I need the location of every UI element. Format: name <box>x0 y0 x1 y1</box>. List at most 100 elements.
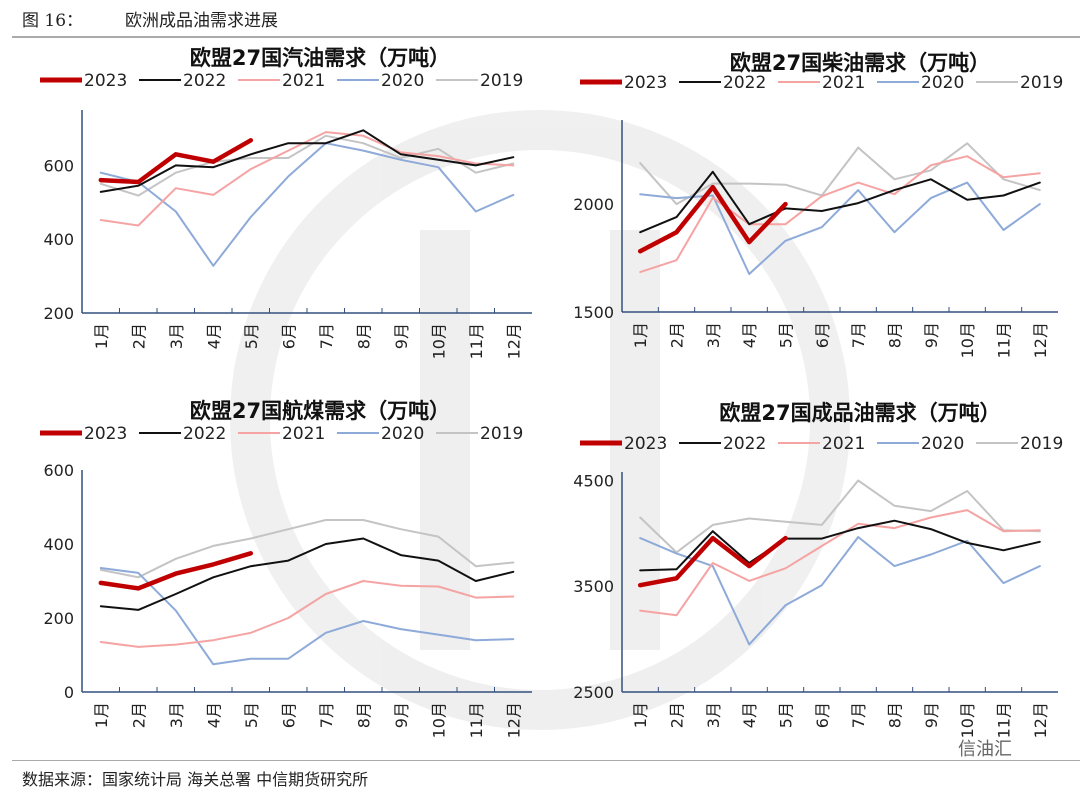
legend-label-2019: 2019 <box>1020 73 1063 93</box>
chart-4: 欧盟27国成品油需求（万吨） 2023 2022 2021 2020 2019 2500 35… <box>573 401 1063 738</box>
legend-label-2023: 2023 <box>624 434 667 454</box>
x-tick-label: 9月 <box>392 702 411 728</box>
legend-label-2020: 2020 <box>921 434 964 454</box>
x-tick-label: 2月 <box>129 702 148 728</box>
x-tick-label: 9月 <box>922 322 941 348</box>
chart-title: 欧盟27国航煤需求（万吨） <box>190 399 450 423</box>
series-line-2021 <box>639 509 1041 617</box>
series-line-2020 <box>99 142 515 267</box>
x-tick-label: 8月 <box>886 322 905 348</box>
x-tick-label: 6月 <box>813 702 832 728</box>
legend-label-2020: 2020 <box>921 73 964 93</box>
series-line-2019 <box>99 519 515 579</box>
x-tick-label: 4月 <box>204 702 223 728</box>
chart-title: 欧盟27国成品油需求（万吨） <box>719 401 1000 425</box>
y-tick-label: 1500 <box>573 303 614 322</box>
legend-label-2021: 2021 <box>822 434 865 454</box>
series-line-2022 <box>99 537 515 611</box>
x-tick-label: 5月 <box>242 323 261 349</box>
series-line-2023 <box>637 184 788 254</box>
figure-title: 欧洲成品油需求进展 <box>125 11 279 31</box>
series-line-2020 <box>639 181 1041 275</box>
series-line-2023 <box>637 535 788 588</box>
x-tick-label: 5月 <box>777 322 796 348</box>
legend-label-2022: 2022 <box>723 434 766 454</box>
legend-label-2020: 2020 <box>381 71 424 91</box>
x-tick-label: 1月 <box>92 702 111 728</box>
header-divider <box>12 36 1080 38</box>
y-tick-label: 200 <box>43 609 74 628</box>
legend-label-2021: 2021 <box>282 71 325 91</box>
y-tick-label: 600 <box>43 461 74 480</box>
legend-label-2022: 2022 <box>183 424 226 444</box>
legend-label-2022: 2022 <box>723 73 766 93</box>
x-tick-label: 4月 <box>740 322 759 348</box>
series-line-2022 <box>639 519 1041 572</box>
x-tick-label: 2月 <box>668 322 687 348</box>
y-tick-label: 600 <box>43 156 74 175</box>
y-tick-label: 2000 <box>573 195 614 214</box>
x-tick-label: 8月 <box>354 323 373 349</box>
x-tick-label: 3月 <box>167 323 186 349</box>
series-line-2021 <box>639 155 1041 274</box>
x-tick-label: 7月 <box>849 702 868 728</box>
x-tick-label: 7月 <box>849 322 868 348</box>
series-line-2019 <box>99 134 515 197</box>
x-tick-label: 5月 <box>777 702 796 728</box>
series-line-2021 <box>99 580 515 648</box>
series-line-2019 <box>639 479 1041 554</box>
legend-label-2023: 2023 <box>624 73 667 93</box>
x-tick-label: 12月 <box>504 323 523 359</box>
x-tick-label: 3月 <box>704 322 723 348</box>
chart-title: 欧盟27国汽油需求（万吨） <box>190 46 450 70</box>
x-tick-label: 3月 <box>167 702 186 728</box>
series-line-2021 <box>99 131 515 227</box>
chart-title: 欧盟27国柴油需求（万吨） <box>730 51 990 75</box>
chart-3: 欧盟27国航煤需求（万吨） 2023 2022 2021 2020 2019 0 200 400… <box>40 399 532 738</box>
y-tick-label: 4500 <box>573 471 614 490</box>
chart-2: 欧盟27国柴油需求（万吨） 2023 2022 2021 2020 2019 1500 200… <box>573 51 1063 358</box>
y-tick-label: 200 <box>43 304 74 323</box>
x-tick-label: 6月 <box>813 322 832 348</box>
legend-label-2019: 2019 <box>480 424 523 444</box>
x-tick-label: 8月 <box>354 702 373 728</box>
x-tick-label: 9月 <box>392 323 411 349</box>
series-line-2022 <box>639 170 1041 234</box>
x-tick-label: 11月 <box>995 322 1014 358</box>
footer-divider <box>12 760 1080 761</box>
data-source: 数据来源：国家统计局 海关总署 中信期货研究所 <box>22 770 369 789</box>
x-tick-label: 4月 <box>204 323 223 349</box>
series-line-2020 <box>99 567 515 666</box>
legend-label-2023: 2023 <box>84 71 127 91</box>
x-tick-label: 11月 <box>467 323 486 359</box>
x-tick-label: 12月 <box>504 702 523 738</box>
x-tick-label: 2月 <box>129 323 148 349</box>
y-tick-label: 2500 <box>573 683 614 702</box>
x-tick-label: 6月 <box>279 702 298 728</box>
y-tick-label: 400 <box>43 535 74 554</box>
x-tick-label: 10月 <box>429 323 448 359</box>
x-tick-label: 12月 <box>1031 702 1050 738</box>
x-tick-label: 12月 <box>1031 322 1050 358</box>
series-line-2023 <box>98 138 254 185</box>
figure-number: 图 16： <box>22 11 84 31</box>
x-tick-label: 4月 <box>740 702 759 728</box>
watermark-text: 信油汇 <box>958 739 1012 760</box>
x-tick-label: 1月 <box>631 322 650 348</box>
watermark-logo <box>230 110 850 730</box>
y-tick-label: 3500 <box>573 577 614 596</box>
x-tick-label: 7月 <box>317 323 336 349</box>
series-line-2022 <box>99 129 515 193</box>
x-tick-label: 7月 <box>317 702 336 728</box>
x-tick-label: 5月 <box>242 702 261 728</box>
series-line-2019 <box>639 142 1041 206</box>
legend-label-2022: 2022 <box>183 71 226 91</box>
x-tick-label: 6月 <box>279 323 298 349</box>
figure-header: 图 16： 欧洲成品油需求进展 <box>22 6 278 31</box>
y-tick-label: 0 <box>64 683 74 702</box>
chart-1: 欧盟27国汽油需求（万吨） 2023 2022 2021 2020 2019 200 400 6… <box>40 46 532 359</box>
legend-label-2020: 2020 <box>381 424 424 444</box>
x-tick-label: 1月 <box>92 323 111 349</box>
x-tick-label: 11月 <box>995 702 1014 738</box>
